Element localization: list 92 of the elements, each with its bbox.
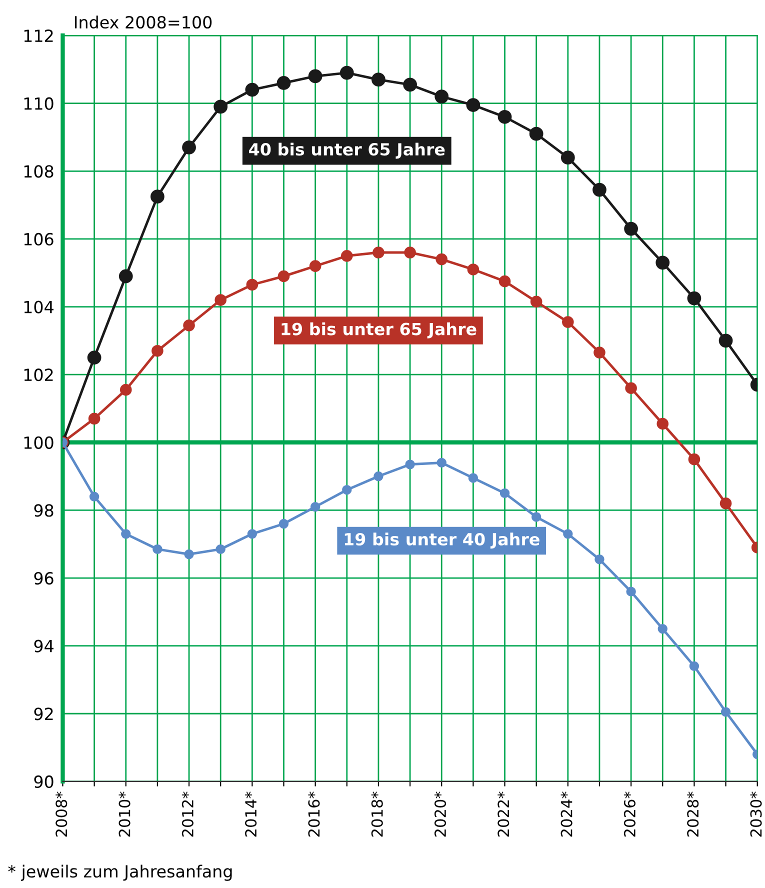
point [245,82,260,97]
x-tick-label: 2026* [624,792,636,837]
point [152,544,162,554]
point [468,473,478,483]
point [467,264,480,276]
point [530,296,542,308]
point [434,90,449,104]
point [404,246,416,258]
point [216,544,226,554]
y-tick-label: 110 [24,97,54,110]
point [718,334,733,348]
x-tick-label: 2018* [371,792,383,837]
point [152,344,164,357]
x-tick-label: 2022* [498,792,510,837]
point [121,529,131,539]
text: 40 bis unter 65 Jahre [249,142,445,159]
point [563,529,573,539]
point [309,260,322,272]
y-tick-label: 106 [24,232,54,246]
text: * jeweils zum Jahresanfang [8,864,232,881]
x-tick-label: 2020* [434,792,446,837]
point [372,72,386,87]
x-tick-label: 2012* [182,792,194,837]
point [372,246,384,258]
point [246,278,258,291]
point [658,624,668,634]
point [720,707,731,717]
series-label: 19 bis unter 40 Jahre [344,532,540,549]
y-tick-label: 94 [34,640,54,652]
point [182,140,196,154]
text: 19 bis unter 65 Jahre [282,322,476,338]
point [310,502,320,512]
point [500,488,510,498]
point [214,294,226,306]
point [436,253,448,266]
point [656,256,670,270]
point [308,69,322,84]
y-tick-label: 104 [24,300,54,314]
point [276,76,291,90]
point [687,291,702,306]
x-tick-label: 2028* [687,792,699,837]
x-tick-label: 2008* [56,792,68,837]
point [120,384,132,396]
y-tick-label: 102 [24,368,53,382]
point [626,586,636,596]
point [625,382,637,394]
point [278,270,290,282]
point [214,100,228,114]
point [340,250,353,262]
point [150,190,164,204]
point [688,453,700,466]
point [594,554,604,564]
point [594,346,606,358]
point [720,498,732,510]
point [689,661,700,672]
x-tick-label: 2016* [308,792,320,837]
y-tick-label: 108 [24,165,54,178]
point [560,150,575,165]
point [498,275,511,288]
point [183,320,195,332]
point [87,350,102,365]
point [529,126,544,141]
point [342,484,352,495]
point [88,412,100,425]
x-tick-label: 2024* [560,792,572,837]
y-axis-title: Index 2008=100 [74,16,212,29]
point [656,418,669,430]
y-tick-label: 90 [34,775,54,788]
y-tick-label: 100 [24,436,54,449]
point [405,460,415,470]
y-tick-label: 98 [34,504,54,517]
point [498,110,512,124]
y-tick-label: 96 [34,572,54,585]
y-tick-label: 92 [34,708,53,720]
point [531,512,542,522]
x-tick-label: 2014* [245,792,257,837]
point [403,78,417,92]
point [562,316,574,328]
point [247,529,258,539]
point [466,98,480,112]
x-tick-label: 2010* [118,792,130,837]
point [118,269,133,284]
point [278,518,289,529]
point [436,458,446,468]
point [592,182,606,197]
x-tick-label: 2030* [750,792,762,837]
point [624,222,638,236]
point [340,66,354,80]
y-tick-label: 112 [24,29,53,42]
point [374,471,384,482]
point [184,549,194,560]
point [89,492,100,502]
